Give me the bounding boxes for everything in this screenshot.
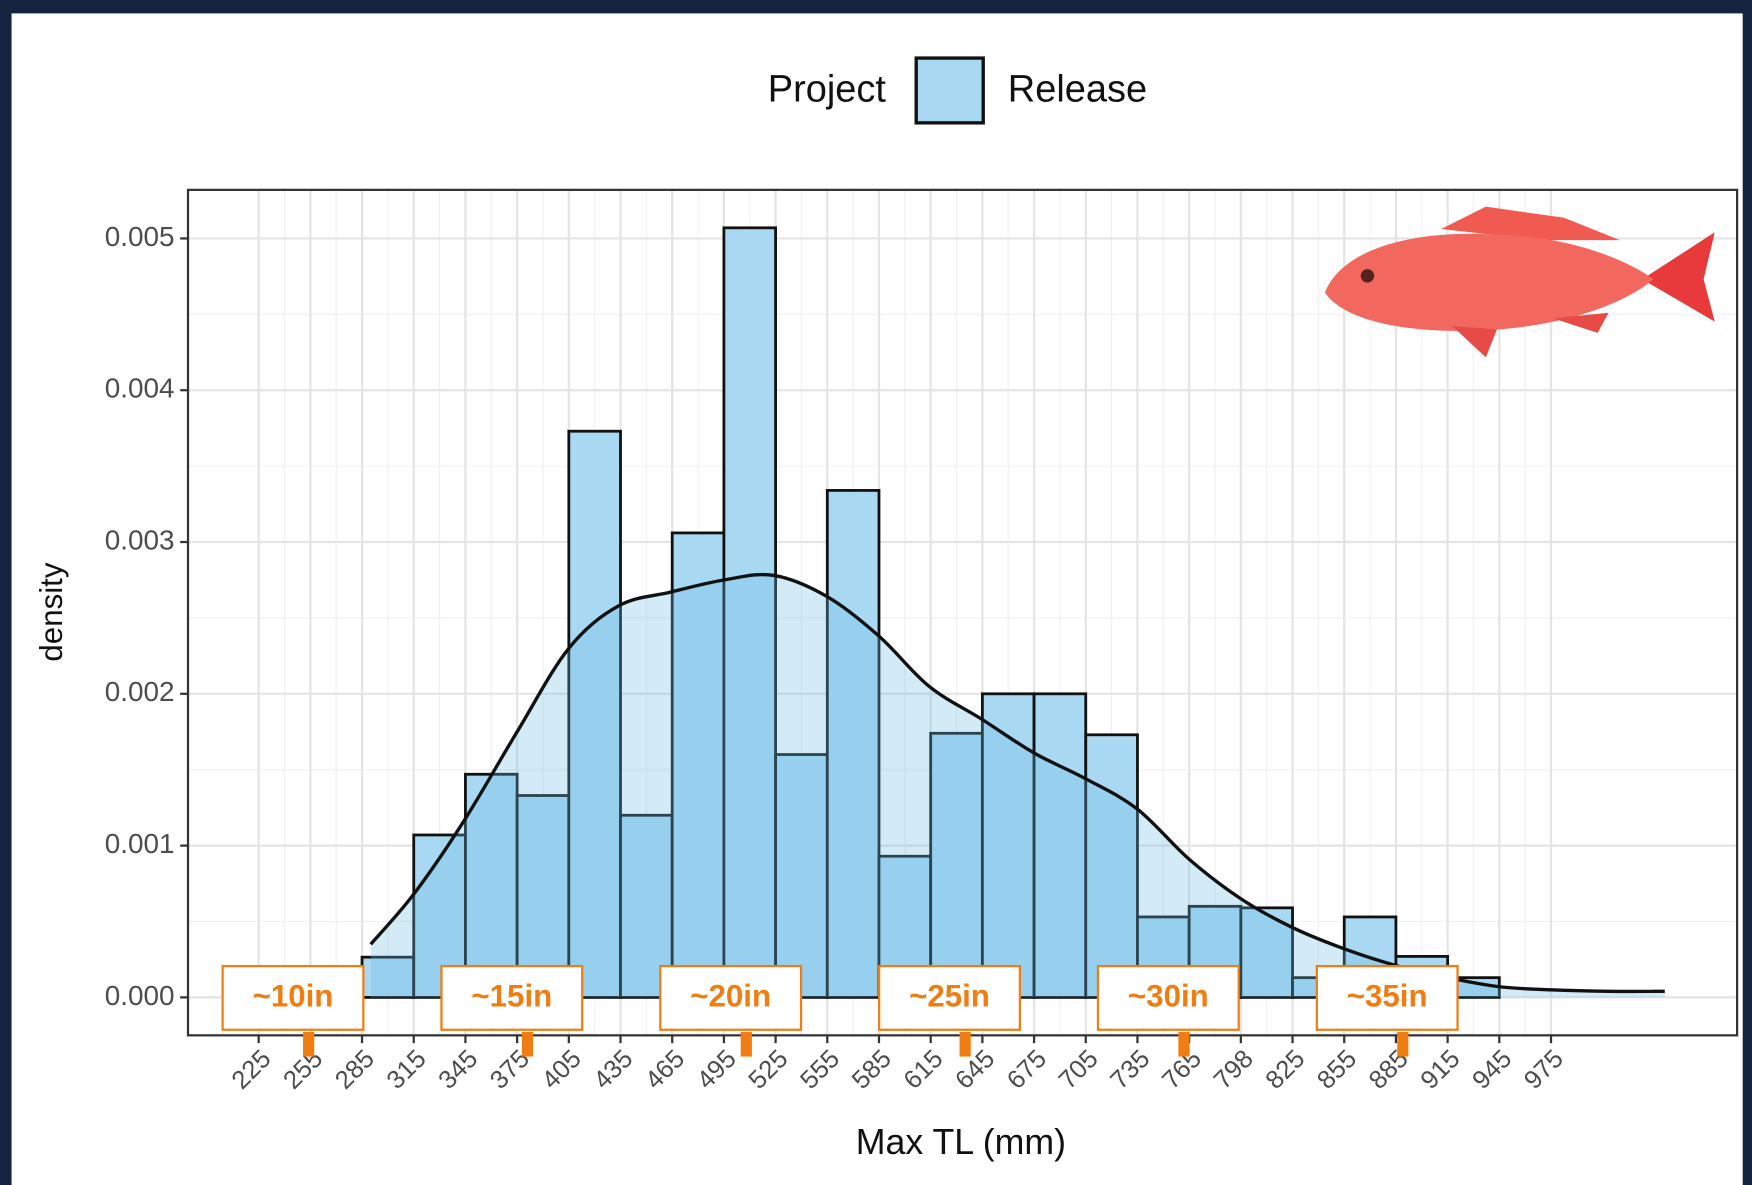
y-tick-label: 0.004 xyxy=(105,373,175,404)
bar xyxy=(670,531,726,999)
bar xyxy=(567,429,622,999)
annotation-label: ~10in xyxy=(253,979,334,1014)
y-tick-label: 0.003 xyxy=(105,524,175,555)
y-tick-label: 0.001 xyxy=(105,828,175,859)
annotation-box xyxy=(440,964,584,1031)
bar xyxy=(825,489,881,999)
annotation-marker xyxy=(1397,1031,1409,1057)
legend-label: Release xyxy=(1008,69,1147,111)
annotation-box xyxy=(659,964,803,1031)
annotation-marker xyxy=(959,1031,971,1057)
annotation-label: ~25in xyxy=(909,979,990,1014)
y-tick-label: 0.005 xyxy=(105,221,175,252)
annotation-marker xyxy=(740,1031,752,1057)
legend-swatch xyxy=(914,56,985,125)
y-tick-label: 0.002 xyxy=(105,676,175,707)
annotation-box xyxy=(221,964,365,1031)
annotation-marker xyxy=(303,1031,315,1057)
annotation-marker xyxy=(1178,1031,1190,1057)
y-axis-label: density xyxy=(34,562,69,661)
annotation-marker xyxy=(521,1031,534,1057)
density-area xyxy=(370,574,1665,998)
legend-title: Project xyxy=(768,69,887,111)
annotation-label: ~15in xyxy=(471,979,552,1014)
annotation-label: ~30in xyxy=(1128,979,1209,1014)
bar xyxy=(1239,906,1294,999)
annotation-box xyxy=(878,964,1021,1031)
x-axis-label: Max TL (mm) xyxy=(856,1122,1066,1162)
annotation-label: ~20in xyxy=(690,979,771,1014)
annotation-box xyxy=(1315,964,1459,1031)
y-tick-label: 0.000 xyxy=(105,980,175,1011)
annotation-label: ~35in xyxy=(1347,979,1428,1014)
bar xyxy=(464,772,519,999)
annotation-box xyxy=(1096,964,1240,1031)
fish-illustration xyxy=(1324,206,1715,358)
bar xyxy=(722,226,777,999)
